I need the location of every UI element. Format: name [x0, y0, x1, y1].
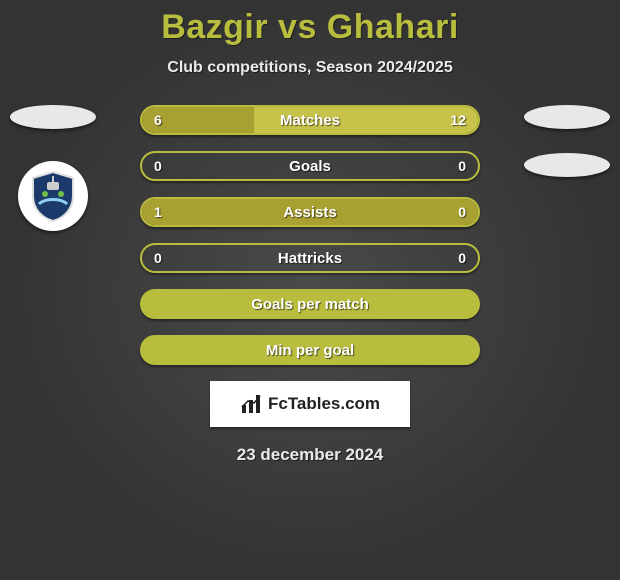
page-title: Bazgir vs Ghahari — [0, 0, 620, 47]
bar-value-left: 0 — [154, 153, 162, 179]
stat-bar-row: Assists1 0 — [140, 197, 480, 227]
bar-value-left: 1 — [154, 199, 162, 225]
player-oval — [524, 105, 610, 129]
bar-label: Assists — [142, 199, 478, 225]
right-slot-1 — [522, 153, 612, 177]
stat-bars: Matches612Goals00Assists10Hattricks00Goa… — [140, 105, 480, 365]
left-slot-0 — [8, 105, 98, 129]
stat-bar-row: Matches6 12 — [140, 105, 480, 135]
left-slot-1 — [8, 161, 98, 231]
club-logo-icon — [18, 161, 88, 231]
bar-label: Goals per match — [142, 291, 478, 317]
bar-value-right: 12 — [450, 107, 466, 133]
bar-value-right: 0 — [458, 153, 466, 179]
bar-value-right: 0 — [458, 199, 466, 225]
page-subtitle: Club competitions, Season 2024/2025 — [0, 59, 620, 77]
watermark-text: FcTables.com — [268, 394, 380, 414]
bar-value-left: 0 — [154, 245, 162, 271]
stat-bar-row: Min per goal — [140, 335, 480, 365]
stat-bar-row: Goals0 0 — [140, 151, 480, 181]
comparison-arena: Matches612Goals00Assists10Hattricks00Goa… — [0, 105, 620, 365]
bar-label: Min per goal — [142, 337, 478, 363]
player-oval — [10, 105, 96, 129]
bar-label: Matches — [142, 107, 478, 133]
infographic-date: 23 december 2024 — [0, 445, 620, 465]
bar-value-left: 6 — [154, 107, 162, 133]
right-slot-0 — [522, 105, 612, 129]
bar-value-right: 0 — [458, 245, 466, 271]
stat-bar-row: Hattricks0 0 — [140, 243, 480, 273]
bar-label: Goals — [142, 153, 478, 179]
watermark-chart-icon — [240, 393, 262, 415]
watermark: FcTables.com — [210, 381, 410, 427]
player-oval — [524, 153, 610, 177]
stat-bar-row: Goals per match — [140, 289, 480, 319]
bar-label: Hattricks — [142, 245, 478, 271]
